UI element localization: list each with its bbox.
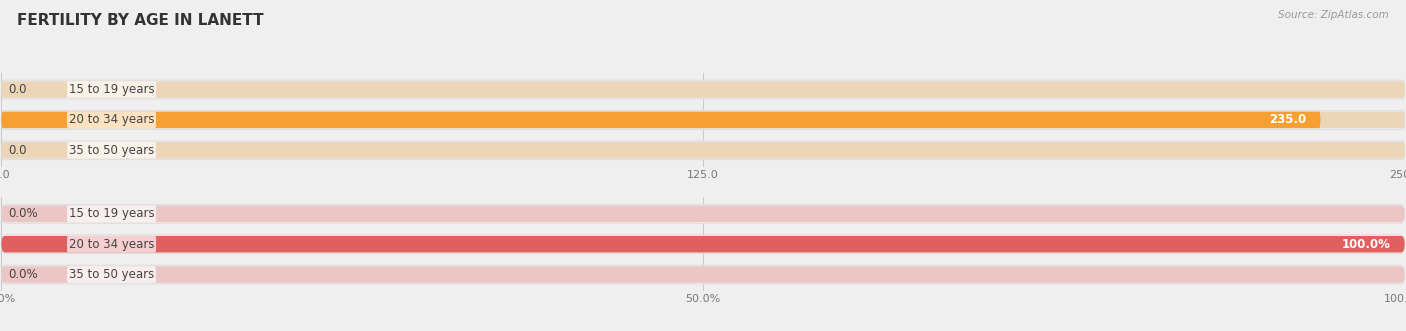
FancyBboxPatch shape bbox=[1, 111, 1405, 129]
FancyBboxPatch shape bbox=[1, 112, 1320, 128]
Text: 235.0: 235.0 bbox=[1270, 114, 1306, 126]
Text: 35 to 50 years: 35 to 50 years bbox=[69, 268, 155, 281]
FancyBboxPatch shape bbox=[1, 112, 1405, 128]
Text: 15 to 19 years: 15 to 19 years bbox=[69, 83, 155, 96]
FancyBboxPatch shape bbox=[1, 206, 1405, 222]
FancyBboxPatch shape bbox=[1, 236, 1405, 253]
Text: 100.0%: 100.0% bbox=[1341, 238, 1391, 251]
Text: 20 to 34 years: 20 to 34 years bbox=[69, 114, 155, 126]
FancyBboxPatch shape bbox=[1, 236, 1405, 253]
FancyBboxPatch shape bbox=[1, 81, 1405, 98]
FancyBboxPatch shape bbox=[1, 141, 1405, 160]
Text: 35 to 50 years: 35 to 50 years bbox=[69, 144, 155, 157]
Text: 0.0%: 0.0% bbox=[8, 268, 38, 281]
FancyBboxPatch shape bbox=[1, 266, 1405, 283]
FancyBboxPatch shape bbox=[1, 265, 1405, 284]
FancyBboxPatch shape bbox=[1, 235, 1405, 254]
Text: 20 to 34 years: 20 to 34 years bbox=[69, 238, 155, 251]
FancyBboxPatch shape bbox=[1, 142, 1405, 159]
Text: 0.0: 0.0 bbox=[8, 83, 27, 96]
Text: Source: ZipAtlas.com: Source: ZipAtlas.com bbox=[1278, 10, 1389, 20]
FancyBboxPatch shape bbox=[1, 205, 1405, 223]
Text: 15 to 19 years: 15 to 19 years bbox=[69, 207, 155, 220]
Text: FERTILITY BY AGE IN LANETT: FERTILITY BY AGE IN LANETT bbox=[17, 13, 263, 28]
Text: 0.0: 0.0 bbox=[8, 144, 27, 157]
FancyBboxPatch shape bbox=[1, 80, 1405, 99]
Text: 0.0%: 0.0% bbox=[8, 207, 38, 220]
